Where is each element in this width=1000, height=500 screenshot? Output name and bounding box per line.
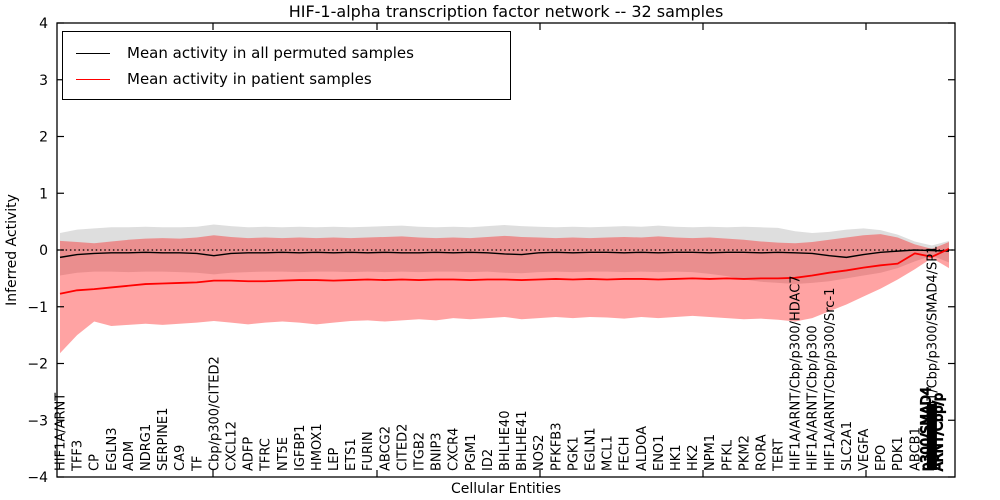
svg-text:PFKL: PFKL xyxy=(720,439,735,471)
chart-title: HIF-1-alpha transcription factor network… xyxy=(288,2,724,21)
svg-text:2: 2 xyxy=(39,130,48,146)
svg-text:PFKFB3: PFKFB3 xyxy=(549,422,564,471)
svg-text:4: 4 xyxy=(39,16,48,32)
svg-text:PDK1: PDK1 xyxy=(891,436,906,471)
svg-text:HMOX1: HMOX1 xyxy=(310,423,325,471)
svg-text:TFRC: TFRC xyxy=(259,438,274,472)
svg-text:HIF1A/ARNT/Cbp/p300/HDAC7: HIF1A/ARNT/Cbp/p300/HDAC7 xyxy=(789,275,804,471)
legend-line-permuted-icon xyxy=(76,52,110,54)
svg-text:VEGFA: VEGFA xyxy=(857,429,872,471)
svg-text:ID2: ID2 xyxy=(481,449,496,471)
svg-text:EGLN3: EGLN3 xyxy=(105,427,120,471)
svg-text:HK1: HK1 xyxy=(669,444,684,471)
svg-text:NT5E: NT5E xyxy=(276,437,291,471)
svg-text:NPM1: NPM1 xyxy=(703,434,718,471)
legend: Mean activity in all permuted samples Me… xyxy=(62,31,511,100)
svg-text:ABCB1: ABCB1 xyxy=(908,427,923,471)
svg-text:ENO1: ENO1 xyxy=(652,435,667,471)
svg-text:p300/SMAD4: p300/SMAD4 xyxy=(919,387,934,471)
svg-text:PGK1: PGK1 xyxy=(566,436,581,471)
svg-text:SLC2A1: SLC2A1 xyxy=(840,421,855,471)
svg-text:CXCR4: CXCR4 xyxy=(447,428,462,471)
svg-text:HIF1A/ARNT: HIF1A/ARNT xyxy=(54,393,69,471)
svg-text:ITGB2: ITGB2 xyxy=(413,432,428,471)
svg-text:ADFP: ADFP xyxy=(242,437,257,471)
y-axis-label: Inferred Activity xyxy=(4,194,20,306)
svg-text:MCL1: MCL1 xyxy=(601,435,616,471)
svg-text:HIF1A/ARNT/Cbp/p300: HIF1A/ARNT/Cbp/p300 xyxy=(806,325,821,471)
svg-text:TFF3: TFF3 xyxy=(71,440,86,472)
svg-text:ADM: ADM xyxy=(122,441,137,471)
svg-text:0: 0 xyxy=(39,243,48,259)
svg-text:EPO: EPO xyxy=(874,445,889,471)
x-axis-label: Cellular Entities xyxy=(450,481,562,497)
svg-text:TERT: TERT xyxy=(772,439,787,472)
svg-text:−2: −2 xyxy=(27,357,48,373)
svg-text:SERPINE1: SERPINE1 xyxy=(156,408,171,471)
svg-text:CP: CP xyxy=(88,454,103,471)
legend-item-patient: Mean activity in patient samples xyxy=(63,66,510,92)
svg-text:BHLHE40: BHLHE40 xyxy=(498,411,513,471)
svg-text:HIF1A/ARNT/Cbp/p300/Src-1: HIF1A/ARNT/Cbp/p300/Src-1 xyxy=(823,288,838,471)
svg-text:PGM1: PGM1 xyxy=(464,434,479,471)
svg-text:EGLN1: EGLN1 xyxy=(583,427,598,471)
svg-text:PKM2: PKM2 xyxy=(737,435,752,471)
svg-text:NDRG1: NDRG1 xyxy=(139,424,154,471)
svg-text:ARNT/Cbp/p: ARNT/Cbp/p xyxy=(931,393,946,471)
svg-text:1: 1 xyxy=(39,186,48,202)
svg-text:−4: −4 xyxy=(27,470,48,486)
svg-text:Cbp/p300/CITED2: Cbp/p300/CITED2 xyxy=(207,356,222,471)
svg-text:NOS2: NOS2 xyxy=(532,435,547,471)
svg-text:CITED2: CITED2 xyxy=(395,424,410,471)
svg-text:−1: −1 xyxy=(27,300,48,316)
svg-text:HK2: HK2 xyxy=(686,444,701,471)
legend-label-patient: Mean activity in patient samples xyxy=(127,70,372,88)
svg-text:RORA: RORA xyxy=(754,434,769,471)
legend-line-patient-icon xyxy=(76,78,110,80)
svg-text:ALDOA: ALDOA xyxy=(635,426,650,471)
svg-text:BNIP3: BNIP3 xyxy=(430,432,445,471)
svg-text:ABCG2: ABCG2 xyxy=(378,426,393,471)
svg-text:IGFBP1: IGFBP1 xyxy=(293,425,308,471)
legend-item-permuted: Mean activity in all permuted samples xyxy=(63,40,510,66)
svg-text:ETS1: ETS1 xyxy=(344,438,359,471)
svg-text:LEP: LEP xyxy=(327,448,342,471)
legend-label-permuted: Mean activity in all permuted samples xyxy=(127,44,414,62)
svg-text:FURIN: FURIN xyxy=(361,431,376,471)
svg-text:BHLHE41: BHLHE41 xyxy=(515,411,530,471)
svg-text:CA9: CA9 xyxy=(173,445,188,471)
svg-text:3: 3 xyxy=(39,73,48,89)
svg-text:TF: TF xyxy=(190,456,205,472)
svg-text:CXCL12: CXCL12 xyxy=(224,421,239,471)
svg-text:−3: −3 xyxy=(27,413,48,429)
svg-text:FECH: FECH xyxy=(618,436,633,471)
